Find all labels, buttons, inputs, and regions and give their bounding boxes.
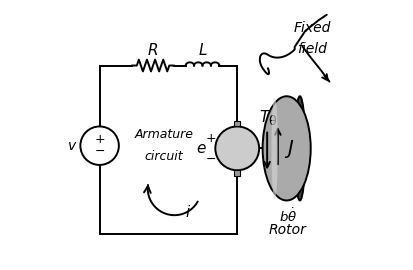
- Ellipse shape: [271, 97, 278, 200]
- Text: v: v: [68, 139, 76, 153]
- Bar: [234, 121, 240, 126]
- Text: Fixed: Fixed: [293, 21, 331, 35]
- Circle shape: [215, 126, 259, 170]
- Text: field: field: [297, 42, 327, 56]
- Text: circuit: circuit: [145, 150, 183, 163]
- Text: +: +: [205, 132, 216, 145]
- Text: R: R: [148, 43, 158, 58]
- Text: Rotor: Rotor: [269, 223, 307, 237]
- Text: θ: θ: [268, 115, 276, 128]
- Text: Armature: Armature: [134, 129, 193, 141]
- Text: J: J: [287, 139, 293, 158]
- Ellipse shape: [263, 96, 311, 200]
- Text: $b\dot{\theta}$: $b\dot{\theta}$: [279, 207, 297, 225]
- Ellipse shape: [294, 96, 305, 200]
- Text: L: L: [198, 43, 207, 58]
- Bar: [234, 170, 240, 176]
- Text: e: e: [197, 141, 206, 156]
- Text: +: +: [94, 133, 105, 146]
- Text: −: −: [205, 153, 216, 166]
- Text: T: T: [260, 110, 269, 125]
- Text: i: i: [186, 205, 190, 220]
- Text: −: −: [94, 145, 105, 158]
